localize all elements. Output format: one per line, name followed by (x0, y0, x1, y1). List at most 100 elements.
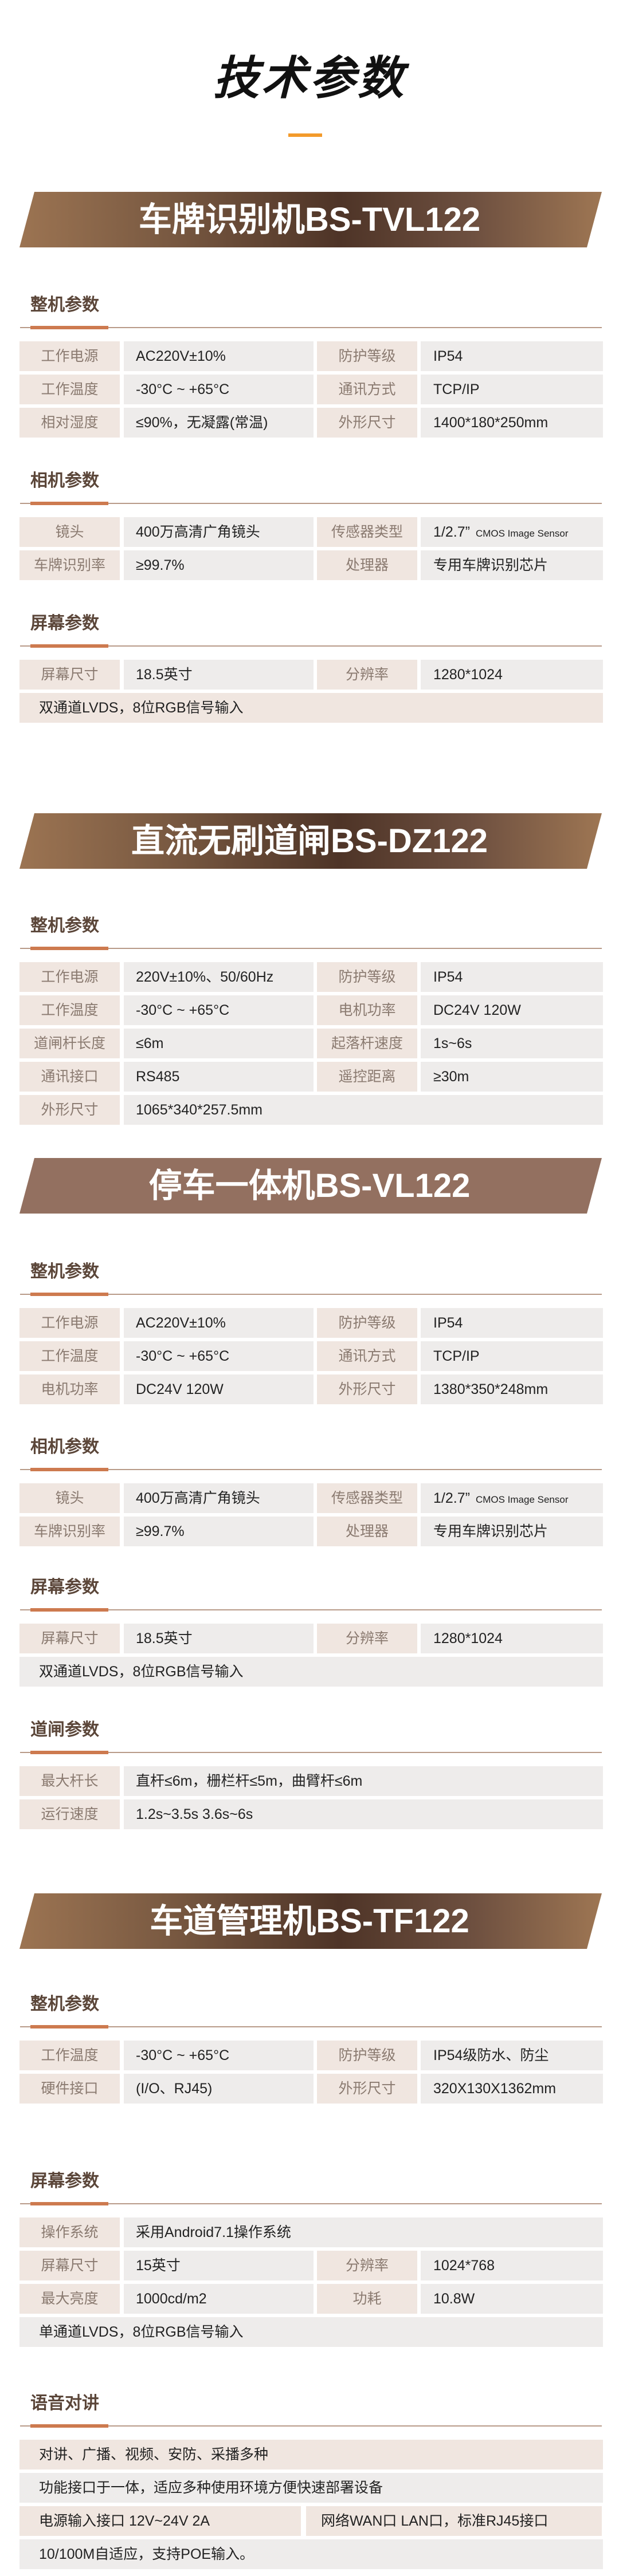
spec-label: 外形尺寸 (19, 1095, 120, 1125)
group-header: 整机参数 (0, 293, 619, 341)
spec-row: 操作系统 采用Android7.1操作系统 (0, 2217, 619, 2247)
product-banner: 停车一体机BS-VL122 (0, 1158, 619, 1214)
spec-value-text: 1024*768 (433, 2258, 495, 2274)
spec-label: 外形尺寸 (317, 2074, 417, 2104)
spec-label: 工作温度 (19, 2041, 120, 2070)
spec-value-text: 专用车牌识别芯片 (433, 557, 549, 573)
product-banner: 直流无刷道闸BS-DZ122 (0, 813, 619, 869)
spec-value: -30°C ~ +65°C (124, 2041, 314, 2070)
spec-value: 18.5英寸 (124, 1624, 314, 1653)
spec-value-text: 1000cd/m2 (136, 2291, 207, 2307)
group-heading: 屏幕参数 (30, 1578, 99, 1597)
spec-value: 1065*340*257.5mm (124, 1095, 603, 1125)
spec-row: 工作电源 AC220V±10% 防护等级 IP54 (0, 1308, 619, 1338)
spec-group: 整机参数 工作温度 -30°C ~ +65°C 防护等级 IP54级防水、防尘 硬件接口 (… (0, 1992, 619, 2104)
product-title: 车牌识别机BS-TVL122 (138, 201, 481, 238)
spec-value-text: 1400*180*250mm (433, 415, 549, 431)
spec-label: 硬件接口 (19, 2074, 120, 2104)
spec-value-text: ≥30m (433, 1069, 469, 1085)
spec-note: 10/100M自适应，支持POE输入。 (19, 2539, 603, 2569)
spec-value: 10.8W (421, 2284, 603, 2314)
spec-row: 镜头 400万高清广角镜头 传感器类型 1/2.7” CMOS Image Sensor (0, 1483, 619, 1513)
group-heading: 整机参数 (30, 916, 99, 935)
spec-row: 10/100M自适应，支持POE输入。 (0, 2539, 619, 2569)
heading-accent (30, 502, 108, 505)
spec-label: 车牌识别率 (19, 550, 120, 580)
spec-value-text: 220V±10%、50/60Hz (136, 969, 274, 985)
spec-label: 传感器类型 (317, 517, 417, 547)
spec-value-text: RS485 (136, 1069, 180, 1085)
heading-divider (20, 948, 602, 949)
spec-note: 双通道LVDS，8位RGB信号输入 (19, 693, 603, 723)
product-banner: 车牌识别机BS-TVL122 (0, 192, 619, 247)
spec-value-text: DC24V 120W (136, 1381, 224, 1397)
group-header: 相机参数 (0, 1435, 619, 1483)
spec-value-text: ≤6m (136, 1035, 164, 1051)
spec-label: 运行速度 (19, 1799, 120, 1829)
spec-value-text: 1s~6s (433, 1035, 472, 1051)
product-section: 车道管理机BS-TF122 整机参数 工作温度 -30°C ~ +65°C 防护等级 IP… (0, 1893, 619, 2569)
spec-note: 功能接口于一体，适应多种使用环境方便快速部署设备 (19, 2473, 603, 2503)
group-heading: 整机参数 (30, 296, 99, 314)
spec-row: 车牌识别率 ≥99.7% 处理器 专用车牌识别芯片 (0, 1517, 619, 1546)
spec-label: 屏幕尺寸 (19, 1624, 120, 1653)
spec-row: 屏幕尺寸 18.5英寸 分辨率 1280*1024 (0, 1624, 619, 1653)
spec-label: 分辨率 (317, 2251, 417, 2280)
spec-value-text: ≤90%，无凝露(常温) (136, 415, 268, 431)
spec-row: 工作温度 -30°C ~ +65°C 通讯方式 TCP/IP (0, 375, 619, 404)
group-header: 屏幕参数 (0, 2169, 619, 2217)
spec-value-text: IP54 (433, 969, 463, 985)
spec-label: 最大杆长 (19, 1766, 120, 1796)
group-heading: 屏幕参数 (30, 614, 99, 633)
spec-value: 1024*768 (421, 2251, 603, 2280)
page-title: 技术参数 (213, 53, 406, 104)
spec-row: 硬件接口 (I/O、RJ45) 外形尺寸 320X130X1362mm (0, 2074, 619, 2104)
spec-note: 双通道LVDS，8位RGB信号输入 (19, 1657, 603, 1687)
spec-value: 1.2s~3.5s 3.6s~6s (124, 1799, 603, 1829)
spec-value: 1400*180*250mm (421, 408, 603, 438)
spec-group: 整机参数 工作电源 AC220V±10% 防护等级 IP54 工作温度 -30°C ~ +6… (0, 1259, 619, 1404)
group-header: 整机参数 (0, 913, 619, 962)
spec-label: 起落杆速度 (317, 1029, 417, 1058)
spec-value-text: 18.5英寸 (136, 667, 193, 683)
spec-group: 整机参数 工作电源 AC220V±10% 防护等级 IP54 工作温度 -30°C ~ +6… (0, 293, 619, 438)
group-header: 道闸参数 (0, 1718, 619, 1766)
spec-label: 最大亮度 (19, 2284, 120, 2314)
spec-value-text: ≥99.7% (136, 1523, 185, 1539)
spec-value: (I/O、RJ45) (124, 2074, 314, 2104)
spec-value-text: 320X130X1362mm (433, 2081, 557, 2097)
spec-row: 双通道LVDS，8位RGB信号输入 (0, 1657, 619, 1687)
product-section: 停车一体机BS-VL122 整机参数 工作电源 AC220V±10% 防护等级 IP54 工… (0, 1158, 619, 1829)
spec-row: 相对湿度 ≤90%，无凝露(常温) 外形尺寸 1400*180*250mm (0, 408, 619, 438)
spec-value: 专用车牌识别芯片 (421, 550, 603, 580)
spec-label: 工作温度 (19, 375, 120, 404)
spec-group: 整机参数 工作电源 220V±10%、50/60Hz 防护等级 IP54 工作温度 -30°… (0, 913, 619, 1125)
spec-label: 通讯方式 (317, 375, 417, 404)
heading-divider (20, 2203, 602, 2204)
heading-divider (20, 1752, 602, 1753)
spec-value: RS485 (124, 1062, 314, 1092)
group-header: 整机参数 (0, 1992, 619, 2041)
spec-label: 操作系统 (19, 2217, 120, 2247)
heading-divider (20, 645, 602, 647)
title-divider (288, 133, 322, 137)
spec-label: 功耗 (317, 2284, 417, 2314)
group-heading: 相机参数 (30, 1437, 99, 1456)
spec-group: 屏幕参数屏幕尺寸 18.5英寸 分辨率 1280*1024 双通道LVDS，8位RGB信… (0, 1575, 619, 1687)
group-header: 相机参数 (0, 468, 619, 517)
spec-value: IP54 (421, 962, 603, 992)
spec-value-text: 400万高清广角镜头 (136, 1490, 260, 1506)
group-header: 屏幕参数 (0, 1575, 619, 1624)
spec-label: 镜头 (19, 517, 120, 547)
heading-accent (30, 644, 108, 648)
spec-row: 最大杆长 直杆≤6m，栅栏杆≤5m，曲臂杆≤6m (0, 1766, 619, 1796)
spec-row: 屏幕尺寸 15英寸 分辨率 1024*768 (0, 2251, 619, 2280)
spec-label: 处理器 (317, 1517, 417, 1546)
spec-value-text: IP54 (433, 348, 463, 364)
spec-label: 防护等级 (317, 341, 417, 371)
spec-value-text: 1/2.7” (433, 1490, 470, 1506)
spec-label: 道闸杆长度 (19, 1029, 120, 1058)
spec-value: ≤6m (124, 1029, 314, 1058)
spec-label: 工作电源 (19, 962, 120, 992)
spec-value: 1s~6s (421, 1029, 603, 1058)
